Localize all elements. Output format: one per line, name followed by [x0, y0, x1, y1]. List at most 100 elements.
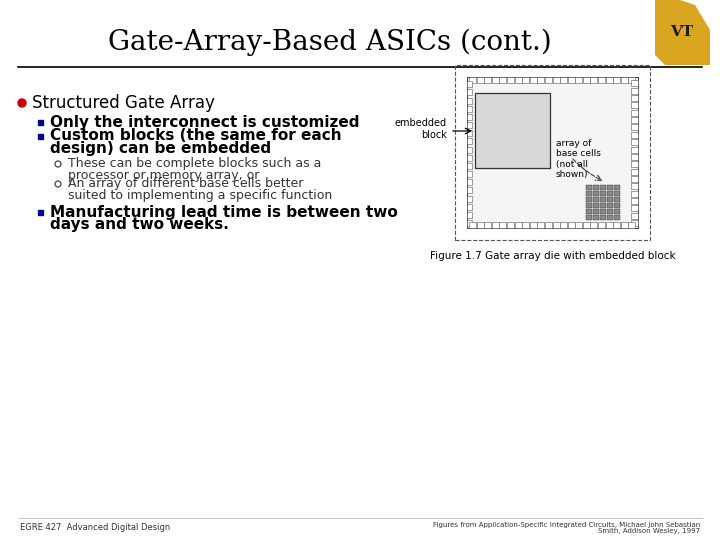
Bar [629, 222, 636, 228]
Bar [631, 220, 638, 226]
Bar [467, 204, 472, 210]
Bar [507, 77, 514, 83]
Text: Gate-Array-Based ASICs (cont.): Gate-Array-Based ASICs (cont.) [108, 28, 552, 56]
Bar [607, 197, 613, 202]
Bar [590, 222, 598, 228]
Bar [586, 191, 592, 196]
Bar [560, 77, 567, 83]
Bar [613, 77, 620, 83]
Bar [467, 220, 472, 226]
Text: An array of different base cells better: An array of different base cells better [68, 178, 303, 191]
Bar [631, 154, 638, 160]
Bar [467, 195, 472, 201]
Text: shown): shown) [556, 170, 588, 179]
Bar [467, 130, 472, 136]
Bar [621, 222, 628, 228]
Circle shape [55, 181, 61, 187]
Bar [467, 154, 472, 161]
Bar [614, 215, 620, 220]
Bar [586, 203, 592, 208]
Bar [467, 212, 472, 218]
Bar [631, 205, 638, 211]
Bar [492, 77, 499, 83]
Bar [467, 77, 638, 228]
Text: Figures from Application-Specific Integrated Circuits, Michael John Sebastian
Sm: Figures from Application-Specific Integr… [433, 522, 700, 535]
Bar [607, 203, 613, 208]
Text: Custom blocks (the same for each: Custom blocks (the same for each [50, 129, 341, 144]
Bar [631, 132, 638, 138]
Bar [37, 119, 42, 125]
Bar [607, 215, 613, 220]
Bar [614, 203, 620, 208]
Bar [598, 222, 605, 228]
Bar [614, 185, 620, 190]
Bar [515, 222, 521, 228]
Text: design) can be embedded: design) can be embedded [50, 141, 271, 157]
Bar [545, 77, 552, 83]
Bar [455, 65, 650, 240]
Bar [631, 110, 638, 116]
Bar [631, 146, 638, 152]
Text: days and two weeks.: days and two weeks. [50, 218, 229, 233]
Bar [552, 77, 559, 83]
Bar [593, 209, 599, 214]
Bar [600, 191, 606, 196]
Bar [467, 187, 472, 193]
Bar [607, 191, 613, 196]
Bar [586, 209, 592, 214]
Bar [500, 77, 506, 83]
Bar [621, 77, 628, 83]
Bar [631, 213, 638, 219]
Text: suited to implementing a specific function: suited to implementing a specific functi… [68, 188, 332, 201]
Circle shape [55, 161, 61, 167]
Text: (not all: (not all [556, 159, 588, 168]
Bar [586, 215, 592, 220]
Bar [37, 133, 42, 138]
Bar [631, 87, 638, 94]
Bar [467, 89, 472, 96]
Bar [590, 77, 598, 83]
Bar [631, 80, 638, 86]
Circle shape [18, 99, 26, 107]
Bar [467, 163, 472, 169]
Bar [469, 222, 476, 228]
Bar [583, 77, 590, 83]
Bar [607, 209, 613, 214]
Text: VT: VT [670, 25, 693, 39]
Bar [631, 139, 638, 145]
Bar [593, 215, 599, 220]
Bar [467, 122, 472, 128]
Bar [631, 176, 638, 182]
Bar [537, 77, 544, 83]
Bar [600, 215, 606, 220]
Bar [593, 203, 599, 208]
Bar [484, 77, 491, 83]
Bar [469, 77, 476, 83]
Bar [614, 209, 620, 214]
Bar [575, 77, 582, 83]
Bar [467, 106, 472, 112]
Bar [467, 98, 472, 104]
Bar [477, 77, 484, 83]
Bar [467, 114, 472, 120]
Bar [631, 168, 638, 174]
Bar [614, 197, 620, 202]
Bar [631, 161, 638, 167]
Text: array of: array of [556, 139, 591, 148]
Bar [600, 209, 606, 214]
Bar [593, 197, 599, 202]
Bar [467, 171, 472, 177]
Bar [560, 222, 567, 228]
Text: Structured Gate Array: Structured Gate Array [32, 94, 215, 112]
Bar [613, 222, 620, 228]
Bar [484, 222, 491, 228]
Bar [530, 77, 536, 83]
Text: block: block [421, 130, 447, 140]
Bar [629, 77, 636, 83]
Bar [475, 93, 550, 168]
Bar [567, 77, 575, 83]
Bar [600, 197, 606, 202]
Bar [492, 222, 499, 228]
Bar [631, 117, 638, 123]
Bar [522, 222, 529, 228]
